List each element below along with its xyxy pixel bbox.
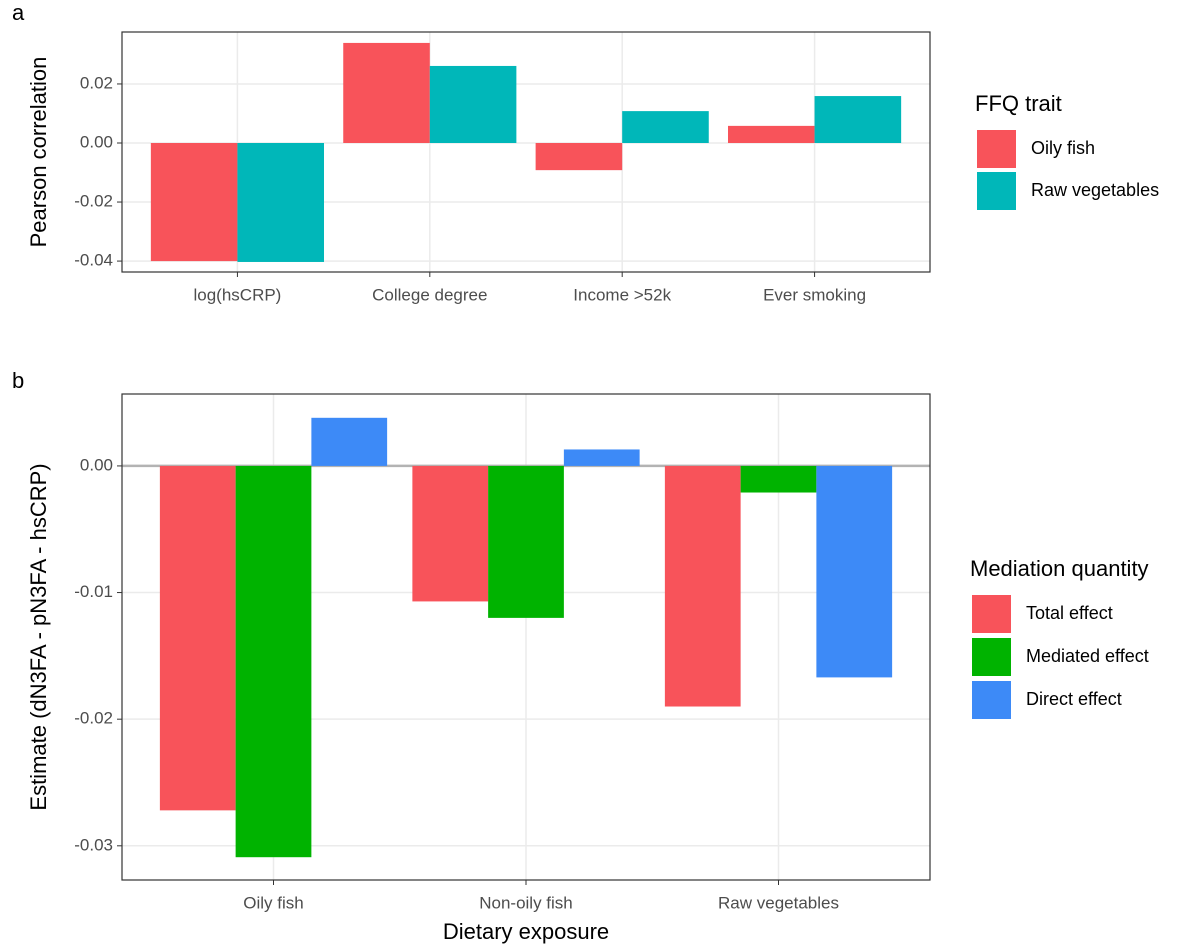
x-tick-label: Oily fish: [243, 893, 303, 912]
bar: [237, 142, 324, 262]
y-axis-title: Estimate (dN3FA - pN3FA - hsCRP): [26, 463, 51, 810]
legend-key: [972, 595, 1011, 633]
y-tick-label: -0.02: [74, 709, 113, 728]
legend-label: Total effect: [1026, 603, 1113, 623]
legend-title: FFQ trait: [975, 91, 1062, 116]
x-tick-label: Ever smoking: [763, 285, 866, 304]
bar: [159, 465, 236, 811]
x-tick-label: Raw vegetables: [718, 893, 839, 912]
x-tick-label: Income >52k: [573, 285, 671, 304]
bar: [235, 465, 312, 858]
bar: [412, 465, 489, 602]
y-tick-label: -0.02: [74, 192, 113, 211]
y-tick-label: -0.03: [74, 835, 113, 854]
x-axis-title: Dietary exposure: [443, 919, 609, 944]
x-tick-label: Non-oily fish: [479, 893, 573, 912]
bar: [728, 125, 815, 143]
bar: [740, 465, 817, 493]
plot-border: [121, 31, 931, 273]
bar: [311, 417, 388, 466]
legend-label: Oily fish: [1031, 138, 1095, 158]
bar: [816, 465, 893, 678]
bar: [488, 465, 564, 618]
y-tick-label: 0.00: [80, 455, 113, 474]
legend-label: Raw vegetables: [1031, 180, 1159, 200]
panel-label: a: [12, 0, 25, 25]
legend-label: Mediated effect: [1026, 646, 1149, 666]
bar: [150, 142, 238, 262]
x-tick-label: College degree: [372, 285, 487, 304]
bar: [429, 65, 517, 143]
legend-title: Mediation quantity: [970, 556, 1149, 581]
y-tick-label: 0.00: [80, 132, 113, 151]
legend-key: [972, 681, 1011, 719]
plot-border: [121, 393, 931, 881]
bar: [622, 111, 709, 143]
y-tick-label: -0.04: [74, 251, 113, 270]
legend-key: [977, 172, 1016, 210]
y-tick-label: 0.02: [80, 73, 113, 92]
x-tick-label: log(hsCRP): [193, 285, 281, 304]
bar: [563, 449, 640, 466]
legend-label: Direct effect: [1026, 689, 1122, 709]
bar: [814, 96, 902, 143]
y-tick-label: -0.01: [74, 582, 113, 601]
panel-label: b: [12, 368, 24, 393]
bar: [535, 142, 623, 171]
bar: [343, 42, 430, 143]
legend-key: [977, 130, 1016, 168]
bar: [664, 465, 741, 707]
legend-key: [972, 638, 1011, 676]
y-axis-title: Pearson correlation: [26, 57, 51, 248]
